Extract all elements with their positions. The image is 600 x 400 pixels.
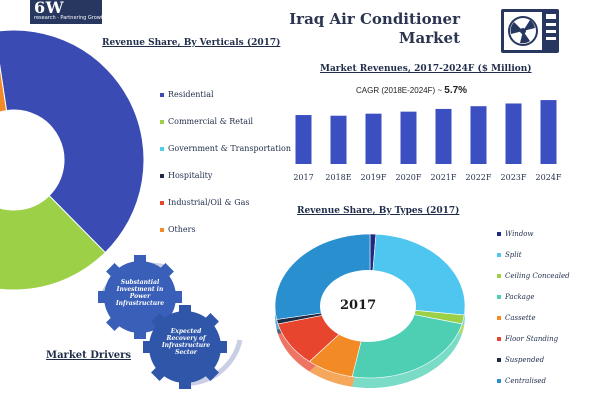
revenues-bar-chart: 2017 2018E 2019F 2020F 2021F 2022F 2023F 2024F [293,100,562,182]
bar-2021F [435,108,452,164]
bar-2017 [295,115,312,164]
types-pie-chart [274,233,466,388]
legend-label: Residential [168,90,214,99]
logo-tagline: research · Partnering Growth [34,15,106,21]
x-tick-label: 2023F [501,173,527,182]
verticals-donut-chart [0,29,145,291]
logo-brand: 6W [34,0,65,17]
legend-label: Commercial & Retail [168,117,254,126]
gear-icon [143,305,227,389]
donut-slice-residential [0,29,145,254]
legend-label: Cassette [505,314,536,322]
legend-item: Commercial & Retail [160,117,253,126]
cagr-value: 5.7% [444,85,468,96]
legend-item: Others [160,225,196,234]
legend-label: Split [505,251,522,259]
bar-2024F [540,100,557,164]
legend-label: Suspended [505,356,545,364]
company-logo: 6W research · Partnering Growth [30,0,106,24]
market-drivers-heading: Market Drivers [46,350,132,361]
legend-label: Industrial/Oil & Gas [168,198,250,207]
types-chart-title: Revenue Share, By Types (2017) [297,206,460,216]
legend-swatch [497,232,501,236]
legend-label: Floor Standing [505,335,559,343]
legend-swatch [497,337,501,341]
legend-swatch [497,358,501,362]
cagr-label: CAGR (2018E-2024F) ~ [356,86,445,95]
x-tick-label: 2019F [361,173,387,182]
legend-item: Centralised [497,377,546,385]
bar-2020F [400,111,417,164]
legend-label: Package [505,293,535,301]
legend-swatch [160,120,164,124]
x-tick-label: 2022F [466,173,492,182]
donut-slice-others [0,64,8,113]
pie-center-hole [320,270,416,342]
legend-label: Hospitality [168,171,213,180]
legend-item: Industrial/Oil & Gas [160,198,249,207]
legend-label: Centralised [505,377,547,385]
legend-swatch [160,174,164,178]
x-tick-label: 2021F [431,173,457,182]
legend-label: Government & Transportation [168,144,292,153]
legend-item: Package [497,293,535,301]
legend-label: Others [168,225,196,234]
legend-swatch [160,228,164,232]
donut-slice-commercial-retail [0,194,106,291]
legend-swatch [160,201,164,205]
legend-swatch [160,93,164,97]
report-title: Iraq Air Conditioner Market [250,10,460,48]
types-pie-center-label: 2017 [340,298,377,313]
x-tick-label: 2017 [293,173,313,182]
verticals-chart-title: Revenue Share, By Verticals (2017) [102,38,281,48]
legend-label: Ceiling Concealed [505,272,570,280]
legend-swatch [497,253,501,257]
legend-item: Ceiling Concealed [497,272,570,280]
bar-2023F [505,103,522,164]
bar-2019F [365,113,382,164]
legend-swatch [497,316,501,320]
x-tick-label: 2018E [325,173,351,182]
legend-item: Cassette [497,314,536,322]
bar-2022F [470,106,487,164]
legend-swatch [497,379,501,383]
legend-swatch [497,274,501,278]
x-tick-label: 2024F [536,173,562,182]
legend-item: Suspended [497,356,544,364]
x-tick-label: 2020F [396,173,422,182]
legend-item: Government & Transportation [160,144,291,153]
legend-item: Residential [160,90,214,99]
revenues-chart-title: Market Revenues, 2017-2024F ($ Million) [320,64,532,74]
report-title-line1: Iraq Air Conditioner [289,10,460,28]
legend-item: Hospitality [160,171,212,180]
legend-item: Split [497,251,522,259]
legend-item: Floor Standing [497,335,558,343]
drivers-graphic [97,255,243,389]
bar-2018E [330,115,347,164]
legend-swatch [160,147,164,151]
legend-item: Window [497,230,534,238]
driver-infrastructure-recovery: Expected Recovery of Infrastructure Sect… [161,328,211,356]
cagr-annotation: CAGR (2018E-2024F) ~ 5.7% [356,85,467,96]
driver-power-infrastructure: Substantial Investment in Power Infrastr… [115,279,165,307]
report-title-line2: Market [398,29,460,47]
air-conditioner-icon [501,9,559,53]
legend-label: Window [505,230,534,238]
legend-swatch [497,295,501,299]
